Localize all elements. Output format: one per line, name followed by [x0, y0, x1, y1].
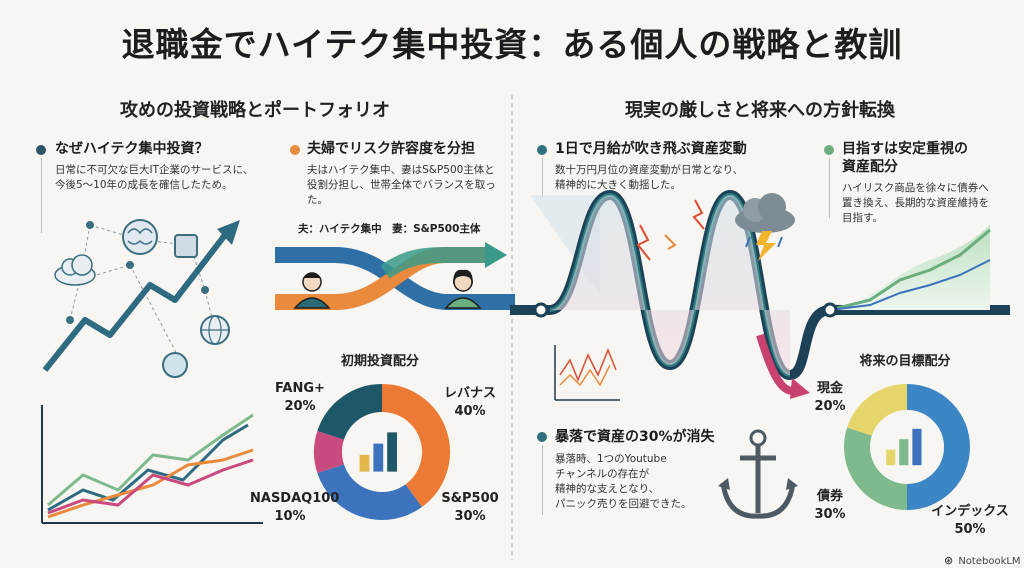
card-body-split-risk: 夫はハイテク集中、妻はS&P500主体と 役割分担し、世帯全体でバランスを取った… [307, 164, 496, 206]
husband-avatar [293, 272, 331, 309]
volatility-wave-illustration [510, 189, 1010, 401]
crossing-arrows-illustration [275, 242, 515, 310]
turn-node-icon [822, 302, 838, 318]
card-heading-stable: 目指すは安定重視の 資産配分 [842, 141, 968, 175]
chip-icon [174, 234, 198, 258]
timeline-line [542, 445, 543, 515]
chart1-label-levnas: レバナス 40% [443, 386, 496, 419]
anchor-icon [718, 429, 798, 519]
target-allocation-donut [844, 384, 970, 510]
mini-chart-icon [554, 345, 620, 401]
notebook-logo-icon: ⊛ [944, 554, 954, 567]
center-divider [511, 95, 513, 560]
lightning-burst-icon [636, 199, 705, 261]
chart2-label-bond: 債券 30% [814, 489, 846, 522]
timeline-line [41, 158, 42, 233]
bullet-dot [537, 432, 547, 442]
storm-cloud-icon [735, 193, 795, 261]
split-note: 夫：ハイテク集中 妻：S&P500主体 [298, 223, 481, 235]
bullet-dot [290, 145, 300, 155]
left-section-heading: 攻めの投資戦略とポートフォリオ [120, 100, 390, 121]
bar-chart-icon [359, 432, 397, 472]
brand-label: NotebookLM [958, 556, 1021, 567]
up-arrow-icon [217, 220, 240, 245]
timeline-line [829, 158, 830, 218]
start-node-icon [533, 302, 549, 318]
initial-allocation-donut [314, 384, 450, 520]
bullet-dot [36, 145, 46, 155]
earth-icon [162, 352, 188, 378]
card-body-volatility: 数十万円月位の資産変動が日常となり、 精神的に大きく動揺した。 [555, 164, 744, 191]
bullet-dot [824, 145, 834, 155]
timeline-line [542, 158, 543, 198]
down-arrow-icon [790, 378, 810, 399]
tech-network-illustration [42, 219, 240, 378]
chart1-title: 初期投資配分 [340, 354, 419, 369]
growth-lines-illustration [41, 405, 263, 524]
cloud-icon [54, 254, 96, 286]
chart2-label-cash: 現金 20% [814, 381, 846, 414]
bullet-dot [537, 145, 547, 155]
donut-slice-2 [847, 384, 908, 437]
arrow-head-icon [485, 242, 507, 268]
card-body-stable: ハイリスク商品を徐々に債券へ 置き換え、長期的な資産維持を 目指す。 [842, 182, 989, 224]
donut-slice-2 [314, 430, 345, 474]
right-section-heading: 現実の厳しさと将来への方針転換 [625, 100, 895, 121]
donut-slice-0 [906, 384, 970, 510]
card-body-why-hitech: 日常に不可欠な巨大IT企業のサービスに、 今後5〜10年の成長を確信したため。 [55, 164, 254, 191]
chart1-label-sp500: S&P500 30% [441, 491, 499, 524]
chart1-label-nasdaq: NASDAQ100 10% [250, 491, 340, 524]
wife-avatar [444, 269, 482, 309]
donut-slice-1 [317, 463, 422, 520]
donut-slice-1 [844, 427, 908, 510]
page-title: 退職金でハイテク集中投資：ある個人の戦略と教訓 [121, 25, 903, 64]
chart2-title: 将来の目標配分 [859, 354, 951, 369]
brand-badge: ⊛ NotebookLM [944, 549, 1021, 568]
card-heading-volatility: 1日で月給が吹き飛ぶ資産変動 [555, 141, 747, 157]
chart1-label-fang: FANG+ 20% [275, 381, 325, 414]
card-body-crash: 暴落時、1つのYoutube チャンネルの存在が 精神的な支えとなり、 パニック… [555, 453, 692, 510]
card-heading-why-hitech: なぜハイテク集中投資？ [55, 141, 209, 157]
donut-slice-0 [381, 384, 450, 508]
brain-icon [122, 219, 158, 255]
donut-slice-3 [317, 384, 383, 441]
card-heading-crash: 暴落で資産の30%が消失 [555, 429, 715, 445]
globe-icon [200, 315, 230, 345]
chart2-label-index: インデックス 50% [931, 504, 1009, 537]
card-heading-split-risk: 夫婦でリスク許容度を分担 [307, 141, 475, 157]
bar-chart-icon [886, 428, 922, 466]
